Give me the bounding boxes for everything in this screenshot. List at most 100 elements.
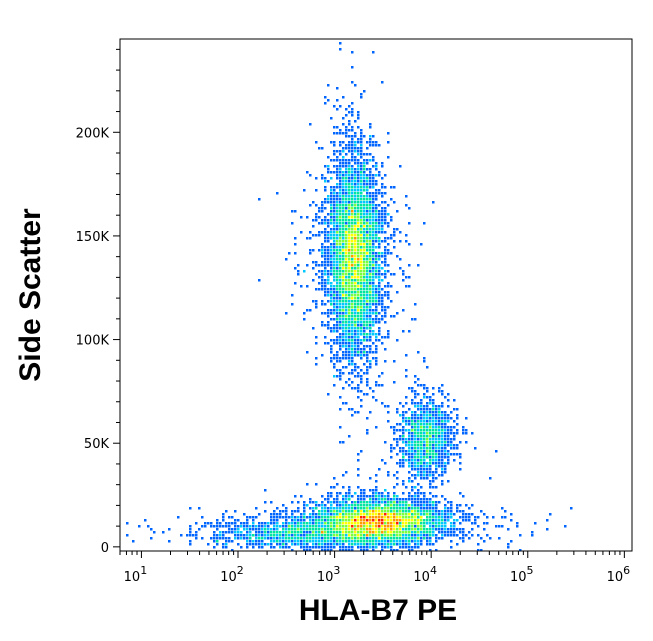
density-point [318,288,321,291]
density-point [306,531,309,534]
density-point [324,534,327,537]
density-point [426,456,429,459]
density-point [357,291,360,294]
density-point [234,537,237,540]
density-point [390,186,393,189]
density-point [369,303,372,306]
density-point [375,348,378,351]
density-point [474,516,477,519]
density-point [324,246,327,249]
density-point [360,318,363,321]
density-point [336,543,339,546]
density-point [417,264,420,267]
density-point [318,537,321,540]
density-point [363,207,366,210]
density-point [396,444,399,447]
density-point [351,549,354,552]
density-point [342,312,345,315]
density-point [297,273,300,276]
density-point [354,225,357,228]
density-point [372,288,375,291]
density-point [381,255,384,258]
density-point [336,534,339,537]
density-point [330,510,333,513]
density-point [336,297,339,300]
density-point [294,543,297,546]
density-point [336,318,339,321]
density-point [303,189,306,192]
density-point [318,282,321,285]
density-point [324,537,327,540]
density-point [441,537,444,540]
density-point [438,531,441,534]
density-point [453,399,456,402]
density-point [339,549,342,552]
density-point [357,528,360,531]
density-point [345,510,348,513]
density-point [357,315,360,318]
density-point [369,237,372,240]
density-point [333,264,336,267]
density-point [312,300,315,303]
density-point [213,540,216,543]
density-point [333,303,336,306]
density-point [363,537,366,540]
density-point [447,399,450,402]
density-point [321,279,324,282]
density-point [357,195,360,198]
density-point [348,549,351,552]
density-point [318,270,321,273]
density-point [360,201,363,204]
density-point [330,300,333,303]
density-point [366,513,369,516]
density-point [354,282,357,285]
density-point [432,510,435,513]
density-point [348,288,351,291]
density-point [351,108,354,111]
density-point [489,477,492,480]
density-point [321,300,324,303]
density-point [330,357,333,360]
density-point [297,270,300,273]
density-point [432,504,435,507]
density-point [351,204,354,207]
density-point [363,222,366,225]
density-point [411,468,414,471]
density-point [381,549,384,552]
density-point [321,546,324,549]
density-point [291,528,294,531]
density-point [438,522,441,525]
density-point [438,435,441,438]
density-point [432,513,435,516]
density-point [345,366,348,369]
density-point [477,543,480,546]
density-point [393,540,396,543]
density-point [441,432,444,435]
density-point [357,189,360,192]
density-point [372,531,375,534]
density-point [447,420,450,423]
density-point [366,243,369,246]
density-point [357,153,360,156]
density-point [435,510,438,513]
density-point [339,339,342,342]
density-point [447,444,450,447]
density-point [411,399,414,402]
density-point [327,180,330,183]
density-point [375,540,378,543]
density-point [348,315,351,318]
density-point [363,339,366,342]
density-point [345,153,348,156]
density-point [357,171,360,174]
density-point [339,171,342,174]
density-point [336,195,339,198]
density-point [354,195,357,198]
density-point [363,534,366,537]
density-point [402,531,405,534]
density-point [294,267,297,270]
density-point [414,468,417,471]
density-point [342,228,345,231]
density-point [357,210,360,213]
density-point [333,285,336,288]
density-point [354,363,357,366]
